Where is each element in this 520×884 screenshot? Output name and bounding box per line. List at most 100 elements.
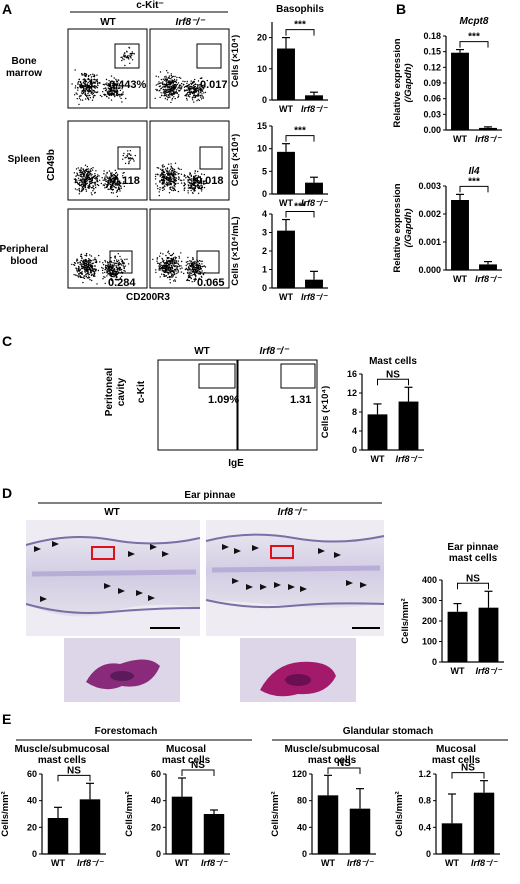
flow-event-dot — [159, 264, 161, 266]
flow-event-dot — [165, 90, 167, 93]
flow-event-dot — [160, 168, 162, 170]
flow-event-dot — [188, 276, 190, 279]
flow-event-dot — [173, 184, 175, 186]
flow-event-dot — [166, 84, 168, 87]
flow-event-dot — [171, 178, 173, 181]
arrowhead-icon — [104, 583, 111, 589]
mast-cell-zoom-ko — [240, 638, 356, 702]
flow-event-dot — [111, 264, 114, 266]
flow-event-dot — [81, 183, 83, 185]
flow-event-dot — [189, 96, 191, 98]
flow-event-dot — [204, 91, 207, 94]
flow-event-dot — [102, 184, 105, 186]
flow-event-dot — [198, 187, 200, 189]
flow-event-dot — [163, 177, 165, 179]
flow-event-dot — [116, 278, 119, 281]
flow-event-dot — [83, 80, 85, 83]
flow-event-dot — [82, 178, 84, 180]
flow-event-dot — [170, 258, 172, 260]
flow-event-dot — [197, 182, 200, 184]
y-tick-label: 0.15 — [423, 47, 441, 57]
flow-event-dot — [101, 266, 103, 269]
flow-event-dot — [187, 179, 190, 181]
flow-event-dot — [87, 274, 89, 276]
bar-chart-e-gs-muc: 00.40.81.2WT Irf8⁻/⁻NSCells/mm²Mucosalmas… — [394, 744, 500, 868]
flow-event-dot — [197, 170, 199, 173]
flow-event-dot — [171, 253, 174, 256]
flow-event-dot — [91, 91, 93, 93]
flow-event-dot — [105, 174, 107, 176]
flow-event-dot — [197, 180, 200, 182]
flow-event-dot — [181, 260, 183, 263]
flow-event-dot — [87, 260, 89, 262]
flow-event-dot — [194, 170, 197, 172]
flow-event-dot — [87, 268, 90, 270]
flow-event-dot — [178, 76, 180, 79]
flow-event-dot — [93, 188, 95, 190]
flow-event-dot — [86, 182, 89, 184]
flow-event-dot — [174, 176, 176, 178]
flow-event-dot — [164, 270, 167, 272]
flow-event-dot — [161, 165, 163, 167]
flow-event-dot — [74, 69, 76, 71]
flow-event-dot — [99, 261, 101, 263]
flow-event-dot — [160, 88, 162, 90]
flow-event-dot — [200, 173, 203, 175]
flow-event-dot — [191, 181, 193, 183]
flow-event-dot — [155, 183, 157, 185]
flow-event-dot — [166, 86, 169, 88]
flow-col-wt: WT — [100, 17, 116, 28]
flow-event-dot — [156, 262, 159, 264]
flow-event-dot — [182, 84, 185, 86]
flow-event-dot — [198, 277, 200, 280]
flow-event-dot — [197, 89, 199, 92]
flow-event-dot — [197, 272, 200, 274]
flow-event-dot — [130, 158, 133, 160]
gate-pct-spl-ko: 0.018 — [196, 175, 224, 187]
flow-event-dot — [178, 90, 180, 92]
flow-event-dot — [160, 78, 163, 81]
significance-bracket — [57, 774, 91, 782]
flow-event-dot — [195, 268, 197, 270]
flow-event-dot — [194, 185, 197, 187]
flow-event-dot — [104, 177, 106, 180]
histology-ko — [205, 520, 385, 636]
flow-event-dot — [88, 88, 91, 91]
flow-event-dot — [82, 79, 84, 81]
significance-bracket — [451, 772, 485, 779]
flow-event-dot — [189, 184, 191, 186]
flow-event-dot — [91, 80, 93, 83]
flow-plots-c — [157, 359, 318, 451]
flow-event-dot — [158, 265, 160, 267]
flow-event-dot — [86, 95, 88, 97]
flow-event-dot — [122, 175, 124, 177]
flow-event-dot — [114, 181, 116, 183]
flow-event-dot — [80, 184, 82, 186]
flow-event-dot — [73, 172, 76, 174]
flow-event-dot — [116, 87, 118, 90]
flow-event-dot — [88, 174, 91, 176]
flow-event-dot — [180, 271, 183, 273]
flow-event-dot — [91, 273, 93, 275]
flow-event-dot — [172, 75, 174, 78]
flow-event-dot — [176, 92, 178, 94]
y-tick-label: 1.2 — [418, 769, 431, 779]
flow-event-dot — [163, 265, 166, 268]
flow-event-dot — [177, 260, 180, 262]
x-tick-label: WT — [371, 454, 385, 464]
chart-title: mast cells — [162, 755, 211, 766]
flow-event-dot — [170, 93, 172, 96]
flow-event-dot — [85, 252, 88, 255]
flow-event-dot — [127, 153, 129, 155]
flow-event-dot — [95, 170, 97, 172]
x-tick-label: Irf8⁻/⁻ — [301, 104, 328, 114]
flow-event-dot — [118, 259, 120, 261]
flow-event-dot — [155, 173, 157, 176]
flow-event-dot — [90, 260, 92, 262]
flow-event-dot — [121, 56, 123, 58]
flow-event-dot — [76, 268, 78, 270]
flow-event-dot — [89, 272, 92, 274]
flow-event-dot — [183, 182, 185, 184]
